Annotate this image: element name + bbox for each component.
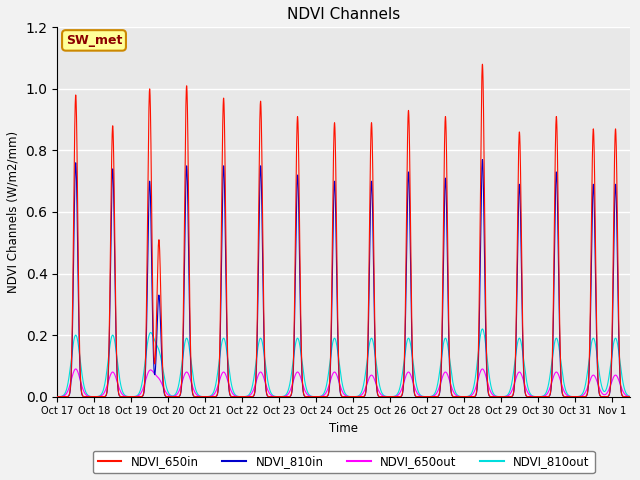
Line: NDVI_650out: NDVI_650out — [57, 369, 630, 396]
NDVI_650in — [627, 394, 634, 399]
NDVI_650out — [417, 394, 425, 399]
NDVI_810out — [509, 375, 516, 381]
NDVI_650out — [72, 366, 79, 372]
NDVI_810in — [392, 394, 400, 399]
NDVI_650in — [479, 61, 486, 67]
NDVI_650in — [82, 394, 90, 399]
NDVI_810out — [392, 393, 400, 398]
Legend: NDVI_650in, NDVI_810in, NDVI_650out, NDVI_810out: NDVI_650in, NDVI_810in, NDVI_650out, NDV… — [93, 451, 595, 473]
Y-axis label: NDVI Channels (W/m2/mm): NDVI Channels (W/m2/mm) — [7, 131, 20, 293]
NDVI_650out — [627, 394, 634, 399]
NDVI_810out — [478, 326, 486, 332]
NDVI_810in — [478, 160, 486, 166]
NDVI_810out — [479, 326, 486, 332]
Line: NDVI_810in: NDVI_810in — [57, 160, 630, 396]
Line: NDVI_810out: NDVI_810out — [57, 329, 630, 396]
NDVI_810out — [82, 390, 90, 396]
NDVI_650in — [53, 394, 61, 399]
NDVI_810in — [53, 394, 61, 399]
Line: NDVI_650in: NDVI_650in — [57, 64, 630, 396]
NDVI_650in — [478, 66, 486, 72]
NDVI_810in — [627, 394, 634, 399]
Text: SW_met: SW_met — [66, 34, 122, 47]
NDVI_810in — [82, 394, 90, 399]
NDVI_650in — [261, 356, 269, 362]
NDVI_810in — [479, 157, 486, 163]
NDVI_650in — [392, 394, 400, 399]
NDVI_810out — [417, 393, 425, 399]
NDVI_650in — [417, 394, 425, 399]
NDVI_810in — [261, 364, 269, 370]
Title: NDVI Channels: NDVI Channels — [287, 7, 401, 22]
NDVI_810in — [509, 393, 516, 398]
NDVI_650out — [83, 392, 90, 398]
X-axis label: Time: Time — [329, 422, 358, 435]
NDVI_650out — [392, 393, 400, 399]
NDVI_650out — [509, 386, 516, 392]
NDVI_810out — [261, 356, 269, 361]
NDVI_810out — [627, 394, 634, 399]
NDVI_650out — [53, 394, 61, 399]
NDVI_810in — [417, 394, 425, 399]
NDVI_650out — [478, 366, 486, 372]
NDVI_810out — [53, 394, 61, 399]
NDVI_650out — [261, 378, 269, 384]
NDVI_650in — [509, 393, 516, 398]
